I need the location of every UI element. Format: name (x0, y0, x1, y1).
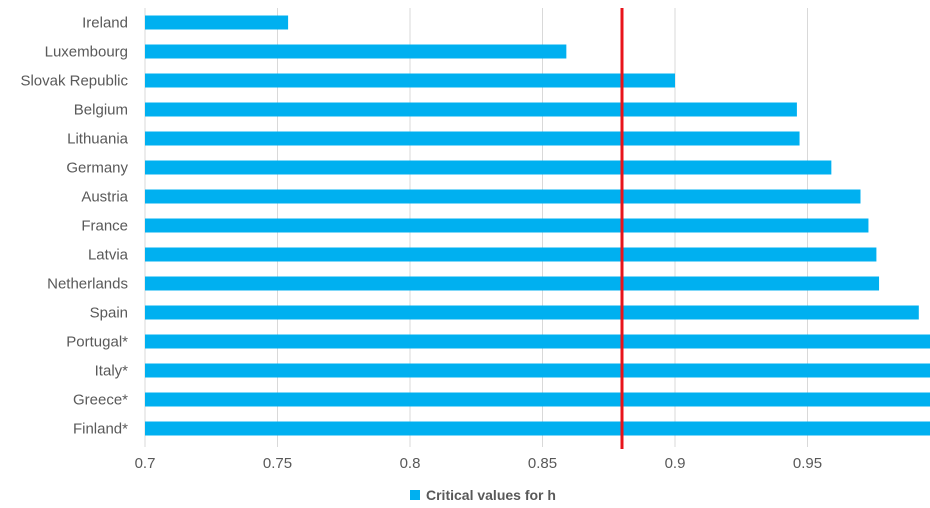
x-tick-label: 0.95 (793, 455, 822, 472)
x-tick-label: 0.9 (665, 455, 686, 472)
bar (145, 334, 930, 349)
bar (145, 44, 567, 59)
category-label: Austria (81, 189, 128, 206)
bar (145, 392, 930, 407)
bar (145, 276, 880, 291)
category-label: Germany (66, 160, 128, 177)
bar (145, 160, 832, 175)
category-label: Netherlands (47, 276, 128, 293)
bar (145, 15, 289, 30)
x-tick-label: 0.8 (400, 455, 421, 472)
category-label: France (81, 218, 128, 235)
bar (145, 247, 877, 262)
category-label: Italy* (95, 363, 129, 380)
x-tick-label: 0.85 (528, 455, 557, 472)
legend: Critical values for h (410, 487, 556, 503)
category-label: Latvia (88, 247, 129, 264)
category-label: Spain (90, 305, 128, 322)
bar (145, 305, 919, 320)
category-label: Portugal* (66, 334, 128, 351)
bar (145, 363, 930, 378)
category-label: Lithuania (67, 131, 129, 148)
bar (145, 73, 675, 88)
bar (145, 102, 797, 117)
bar (145, 218, 869, 233)
bar (145, 421, 930, 436)
category-label: Ireland (82, 15, 128, 32)
legend-swatch (410, 490, 420, 500)
category-labels: Ireland Luxembourg Slovak Republic Belgium L… (20, 15, 128, 438)
x-tick-label: 0.75 (263, 455, 292, 472)
bar (145, 131, 800, 146)
category-label: Belgium (74, 102, 128, 119)
bar (145, 189, 861, 204)
bars (145, 15, 930, 436)
category-label: Greece* (73, 392, 128, 409)
x-tick-label: 0.7 (135, 455, 156, 472)
x-axis-tick-labels: 0.7 0.75 0.8 0.85 0.9 0.95 (135, 455, 823, 472)
category-label: Finland* (73, 421, 128, 438)
category-label: Luxembourg (45, 44, 128, 61)
legend-label: Critical values for h (426, 487, 556, 503)
category-label: Slovak Republic (20, 73, 128, 90)
